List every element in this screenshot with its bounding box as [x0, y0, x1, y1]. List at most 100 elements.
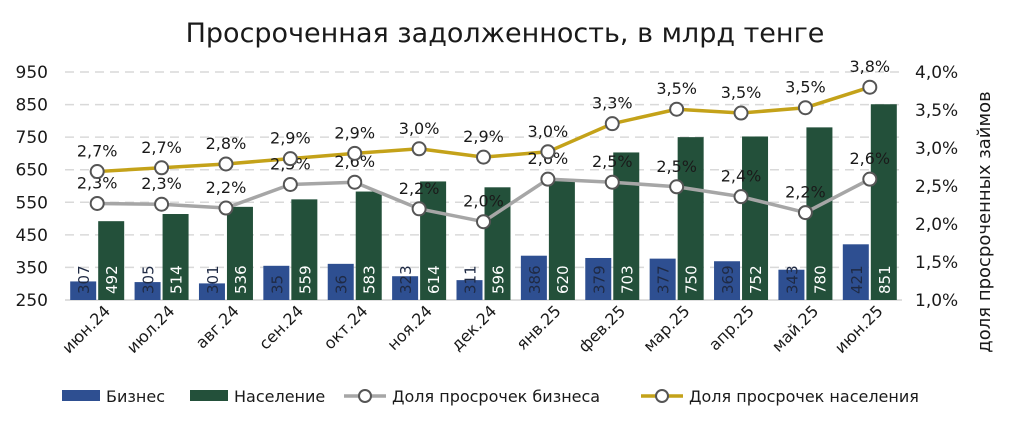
business-bar: [70, 281, 97, 300]
business-share-point: [282, 176, 298, 192]
population-share-label: 3,8%: [849, 57, 890, 76]
right-axis: 1,0% 1,5% 2,0% 2,5% 3,0% 3,5% 4,0%: [915, 63, 958, 311]
population-bar: [677, 137, 704, 300]
right-tick-label: 2,5%: [915, 177, 958, 197]
category-label: янв.25: [512, 301, 564, 353]
population-bar: [355, 191, 382, 300]
business-share-label: 2,5%: [592, 152, 633, 171]
left-tick-label: 450: [16, 226, 48, 246]
category-label: апр.25: [705, 301, 758, 354]
business-bar-label: 379: [590, 265, 608, 294]
population-bar-label: 750: [683, 265, 701, 294]
population-share-label: 3,5%: [656, 79, 697, 98]
business-bar-label: 369: [719, 265, 737, 294]
business-share-point: [733, 189, 749, 205]
legend-business-share-marker: [358, 389, 372, 403]
population-share-point: [218, 156, 234, 172]
right-axis-label: доля просроченных займов: [974, 91, 995, 352]
business-bar-label: 36: [333, 275, 351, 294]
category-label: фев.25: [574, 301, 629, 356]
population-share-point: [669, 101, 685, 117]
category-labels: июн.24 июл.24 авг.24 сен.24 окт.24 ноя.24 дек.…: [58, 301, 886, 357]
population-bar-label: 614: [425, 265, 443, 294]
legend-population-share-label: Доля просрочек населения: [689, 387, 919, 406]
business-share-label: 2,3%: [141, 174, 182, 193]
category-label: сен.24: [255, 301, 307, 353]
lines: 2,3%2,3%2,2%2,5%2,6%2,2%2,0%2,6%2,5%2,5%…: [77, 57, 890, 230]
business-share-point: [476, 214, 491, 230]
business-bar: [520, 255, 547, 300]
business-bar: [263, 265, 290, 300]
business-bar: [585, 257, 612, 300]
business-bar-label: 305: [140, 265, 158, 294]
population-bar: [742, 136, 769, 300]
population-share-point: [797, 100, 813, 116]
category-label: мар.25: [639, 301, 693, 355]
category-label: авг.24: [192, 301, 243, 352]
right-tick-label: 4,0%: [915, 63, 958, 83]
legend-business-share-label: Доля просрочек бизнеса: [392, 387, 600, 406]
business-share-label: 2,4%: [721, 167, 762, 186]
business-bar-label: 311: [462, 265, 480, 294]
population-share-label: 2,7%: [141, 138, 182, 157]
population-bar-label: 703: [618, 265, 636, 294]
category-label: июн.24: [58, 301, 114, 357]
population-share-label: 3,5%: [785, 78, 826, 97]
business-share-point: [540, 171, 556, 187]
business-share-label: 2,5%: [656, 157, 697, 176]
legend-business-swatch: [62, 390, 100, 401]
business-share-point: [669, 179, 685, 195]
left-tick-label: 550: [16, 193, 48, 213]
population-share-label: 2,7%: [77, 142, 118, 161]
legend-business-label: Бизнес: [106, 387, 165, 406]
business-bar: [198, 283, 225, 300]
right-tick-label: 3,0%: [915, 139, 958, 159]
business-share-label: 2,0%: [463, 192, 504, 211]
category-label: окт.24: [320, 301, 372, 353]
left-axis: 250 350 450 550 650 750 850 950: [16, 63, 48, 311]
population-share-point: [282, 151, 298, 167]
business-bar-label: 377: [655, 265, 673, 294]
population-share-point: [733, 105, 749, 121]
population-bar-label: 583: [361, 265, 379, 294]
legend-population-label: Население: [234, 387, 325, 406]
left-tick-label: 850: [16, 96, 48, 116]
population-bar-label: 780: [811, 265, 829, 294]
left-tick-label: 250: [16, 291, 48, 311]
right-tick-label: 1,5%: [915, 253, 958, 273]
business-bar: [134, 282, 161, 300]
left-tick-label: 650: [16, 161, 48, 181]
population-bar-label: 536: [232, 265, 250, 294]
population-share-point: [476, 149, 491, 165]
population-bar: [162, 214, 189, 300]
category-label: июн.25: [831, 301, 887, 357]
population-bar-label: 492: [103, 265, 121, 294]
left-tick-label: 750: [16, 128, 48, 148]
population-bar: [98, 221, 125, 300]
business-bar: [714, 261, 741, 300]
population-share-label: 2,9%: [270, 129, 311, 148]
business-share-point: [89, 195, 105, 211]
population-share-label: 2,9%: [334, 123, 375, 142]
population-share-point: [604, 116, 620, 132]
business-bar-label: 301: [204, 265, 222, 294]
right-tick-label: 3,5%: [915, 101, 958, 121]
business-bar-label: 421: [848, 265, 866, 294]
gridlines: [65, 71, 902, 301]
population-bar-label: 596: [490, 265, 508, 294]
business-share-label: 2,2%: [206, 178, 247, 197]
business-share-point: [862, 171, 878, 187]
category-label: ноя.24: [383, 301, 436, 354]
population-share-label: 3,0%: [528, 122, 569, 141]
right-tick-label: 2,0%: [915, 215, 958, 235]
population-share-point: [862, 79, 878, 95]
bars: 307 492 305 514 301 536 35 559 36 583 323 614 311 596…: [70, 104, 897, 300]
population-share-label: 3,3%: [592, 94, 633, 113]
business-bar-label: 307: [75, 265, 93, 294]
business-share-label: 2,2%: [785, 183, 826, 202]
population-bar: [420, 181, 447, 300]
business-bar: [649, 258, 676, 300]
population-share-point: [540, 144, 556, 160]
business-share-point: [347, 174, 363, 190]
